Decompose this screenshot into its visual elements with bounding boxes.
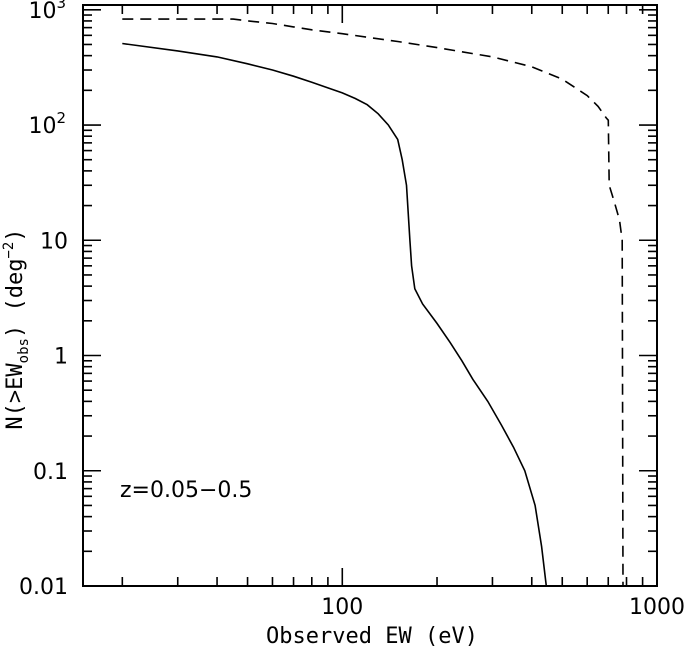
y-tick-label: 0.01	[19, 575, 68, 600]
series-dashed-line	[122, 18, 624, 587]
y-tick-label: 1	[54, 345, 68, 370]
y-axis-title-subscript: obs	[16, 338, 32, 363]
y-axis-title-suffix: ) (deg	[3, 259, 28, 338]
y-tick-label: 0.1	[33, 460, 68, 485]
redshift-annotation: z=0.05−0.5	[120, 478, 252, 503]
y-axis-title: N(>EWobs) (deg−2)	[1, 228, 32, 429]
y-axis-title-end: )	[3, 228, 28, 241]
plot-frame	[82, 4, 658, 587]
series-layer	[122, 18, 624, 587]
x-tick-label: 100	[321, 595, 363, 620]
x-axis-title: Observed EW (eV)	[266, 624, 478, 649]
y-axis-title-prefix: N(>EW	[3, 363, 28, 430]
y-tick-label: 10	[40, 229, 68, 254]
y-tick-label: 103	[28, 0, 66, 24]
y-axis-title-superscript: −2	[1, 242, 17, 259]
x-tick-label: 1000	[629, 595, 685, 620]
series-solid-line	[122, 42, 548, 587]
y-tick-label: 102	[28, 109, 66, 139]
